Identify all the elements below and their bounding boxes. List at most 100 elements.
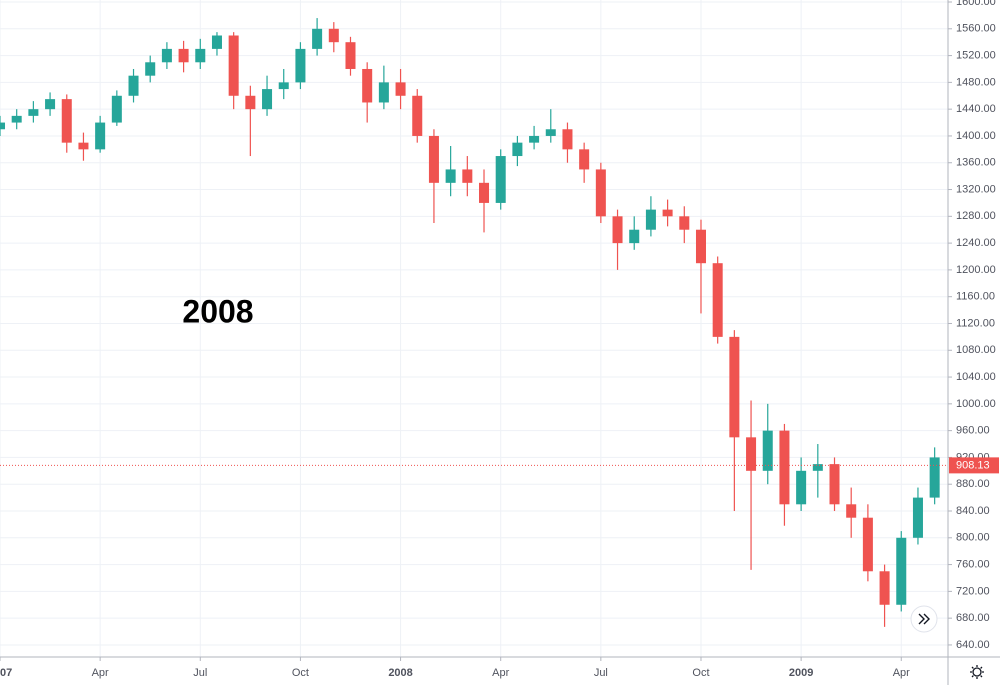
candle-body bbox=[462, 169, 473, 183]
candle-body bbox=[879, 571, 890, 605]
candle-body bbox=[0, 122, 6, 130]
candle-body bbox=[412, 95, 423, 136]
y-tick-label: 880.00 bbox=[956, 478, 990, 490]
x-tick-label: Jul bbox=[193, 667, 207, 679]
candle-body bbox=[128, 75, 139, 96]
y-tick-label: 840.00 bbox=[956, 505, 990, 517]
candle-body bbox=[328, 28, 339, 43]
grid bbox=[0, 0, 948, 657]
last-price-label: 908.13 bbox=[956, 459, 990, 471]
y-tick-label: 1560.00 bbox=[956, 23, 996, 35]
y-tick-label: 680.00 bbox=[956, 612, 990, 624]
candle-body bbox=[829, 464, 840, 505]
candle-body bbox=[228, 35, 239, 96]
x-tick-label: Jul bbox=[594, 667, 608, 679]
x-tick-label: Oct bbox=[292, 667, 309, 679]
candle-body bbox=[562, 129, 573, 150]
x-tick-label: Oct bbox=[692, 667, 709, 679]
y-tick-label: 1480.00 bbox=[956, 76, 996, 88]
y-tick-label: 1400.00 bbox=[956, 130, 996, 142]
candle-body bbox=[512, 142, 523, 157]
y-tick-label: 1280.00 bbox=[956, 210, 996, 222]
candle-body bbox=[145, 62, 156, 76]
y-tick-label: 1000.00 bbox=[956, 398, 996, 410]
candle-body bbox=[395, 82, 406, 96]
candle-body bbox=[612, 216, 623, 244]
y-tick-label: 720.00 bbox=[956, 585, 990, 597]
candle-body bbox=[662, 209, 673, 217]
candle-body bbox=[345, 42, 356, 69]
candle-body bbox=[595, 169, 606, 217]
y-tick-label: 1120.00 bbox=[956, 317, 995, 329]
candle-body bbox=[746, 437, 757, 471]
candle-body bbox=[278, 82, 289, 90]
x-tick-label: Apr bbox=[492, 667, 509, 679]
candle-body bbox=[262, 89, 273, 110]
y-tick-label: 1520.00 bbox=[956, 49, 996, 61]
candle-body bbox=[796, 470, 807, 505]
candle-body bbox=[862, 517, 873, 572]
candle-body bbox=[495, 156, 506, 203]
candle-body bbox=[312, 28, 323, 49]
candle-body bbox=[929, 457, 940, 498]
candle-body bbox=[779, 430, 790, 505]
candle-body bbox=[445, 169, 456, 183]
candle-body bbox=[812, 464, 823, 471]
candle-body bbox=[712, 263, 723, 337]
candle-body bbox=[161, 48, 172, 63]
y-tick-label: 1440.00 bbox=[956, 103, 996, 115]
candle-body bbox=[846, 504, 857, 518]
y-tick-label: 960.00 bbox=[956, 425, 990, 437]
settings-icon[interactable] bbox=[970, 665, 984, 679]
x-tick-label: 2009 bbox=[789, 667, 813, 679]
y-tick-label: 1320.00 bbox=[956, 183, 996, 195]
y-tick-label: 1200.00 bbox=[956, 264, 996, 276]
x-tick-label: 2008 bbox=[388, 667, 412, 679]
candle-body bbox=[529, 135, 540, 143]
candle-body bbox=[912, 497, 923, 538]
y-tick-label: 1160.00 bbox=[956, 291, 995, 303]
candles bbox=[0, 18, 940, 627]
y-tick-label: 1360.00 bbox=[956, 157, 996, 169]
candle-body bbox=[245, 95, 256, 110]
y-tick-label: 760.00 bbox=[956, 558, 990, 570]
x-tick-label: Apr bbox=[92, 667, 109, 679]
candle-body bbox=[479, 182, 490, 203]
candle-body bbox=[61, 99, 72, 143]
candle-body bbox=[579, 149, 590, 170]
candle-body bbox=[111, 95, 122, 123]
y-tick-label: 1040.00 bbox=[956, 371, 996, 383]
candle-body bbox=[695, 229, 706, 264]
candle-body bbox=[28, 109, 39, 116]
x-tick-label: 2007 bbox=[0, 667, 12, 679]
candle-body bbox=[762, 430, 773, 471]
candle-body bbox=[195, 48, 206, 63]
candle-body bbox=[295, 48, 306, 83]
annotation: 2008 bbox=[182, 293, 253, 329]
candle-body bbox=[545, 129, 556, 136]
y-tick-label: 640.00 bbox=[956, 639, 990, 651]
last-price-tag bbox=[949, 457, 999, 474]
x-tick-label: Apr bbox=[893, 667, 910, 679]
candle-body bbox=[78, 142, 89, 150]
candle-body bbox=[178, 48, 189, 63]
candle-body bbox=[428, 135, 439, 183]
candle-body bbox=[629, 229, 640, 244]
y-tick-label: 1600.00 bbox=[956, 0, 996, 8]
scroll-button[interactable] bbox=[910, 605, 938, 633]
candle-body bbox=[378, 82, 389, 103]
candle-body bbox=[729, 336, 740, 438]
candle-body bbox=[362, 68, 373, 103]
candle-body bbox=[211, 35, 222, 49]
candle-body bbox=[896, 537, 907, 605]
y-tick-label: 1240.00 bbox=[956, 237, 996, 249]
candle-body bbox=[45, 99, 56, 110]
y-tick-label: 1080.00 bbox=[956, 344, 996, 356]
y-tick-label: 800.00 bbox=[956, 532, 990, 544]
candle-body bbox=[679, 216, 690, 230]
candle-body bbox=[95, 122, 106, 150]
